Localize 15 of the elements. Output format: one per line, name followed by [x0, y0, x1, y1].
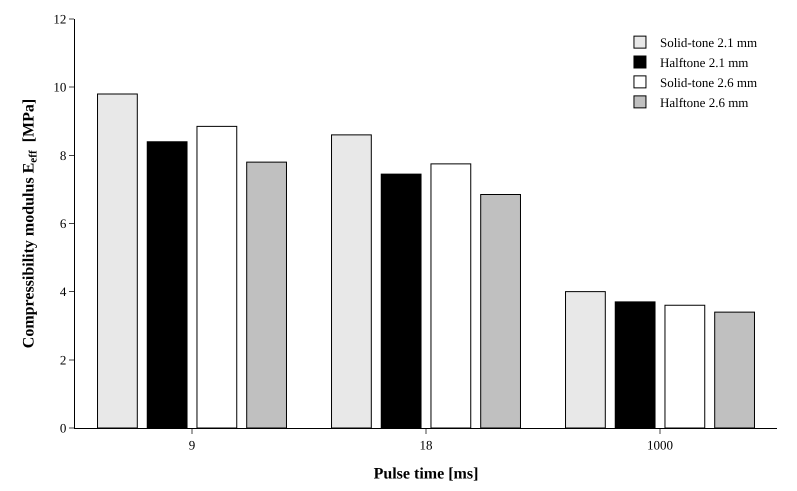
y-tick-label: 6	[60, 216, 67, 232]
legend-label: Halftone 2.1 mm	[660, 55, 748, 70]
y-tick-label: 0	[60, 420, 66, 436]
y-tick-label: 12	[53, 12, 66, 27]
y-tick-label: 4	[60, 284, 67, 300]
legend-label: Solid-tone 2.1 mm	[660, 35, 758, 50]
legend-label: Solid-tone 2.6 mm	[660, 75, 758, 90]
x-tick-label: 1000	[647, 438, 673, 453]
legend-label: Halftone 2.6 mm	[660, 94, 748, 110]
x-tick-label: 18	[420, 438, 432, 453]
y-tick-label: 2	[60, 352, 66, 368]
y-tick-label: 8	[60, 148, 66, 163]
x-tick-label: 9	[188, 438, 196, 453]
y-tick-label: 10	[53, 80, 66, 95]
x-axis-title: Pulse time [ms]	[374, 465, 478, 482]
